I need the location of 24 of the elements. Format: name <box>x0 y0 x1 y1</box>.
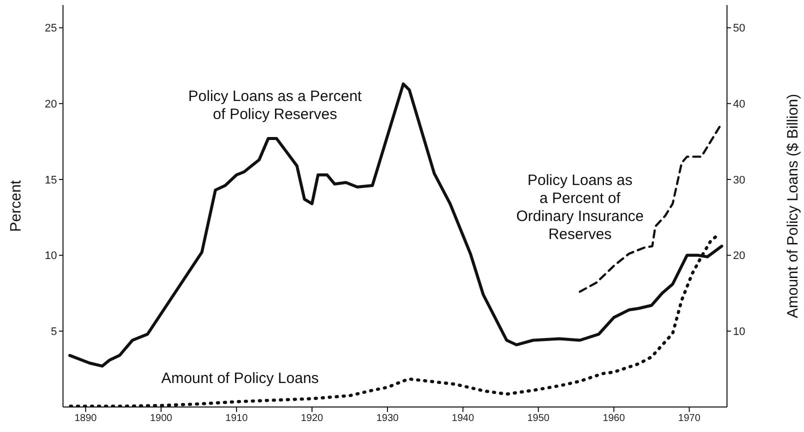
y2-tick-label: 50 <box>733 22 746 35</box>
y2-axis-title: Amount of Policy Loans ($ Billion) <box>784 94 802 318</box>
y2-tick-label: 20 <box>733 250 746 262</box>
y2-tick-label: 40 <box>733 98 746 111</box>
y-tick-label: 25 <box>44 22 57 35</box>
x-tick-label: 1920 <box>300 413 324 424</box>
y-tick-label: 5 <box>50 326 57 338</box>
x-tick-label: 1960 <box>602 413 626 424</box>
y-axis-title: Percent <box>7 179 24 232</box>
x-tick-label: 1890 <box>74 413 98 424</box>
y-tick-label: 10 <box>44 250 57 262</box>
x-tick-label: 1940 <box>452 413 474 424</box>
series-label: Amount of Policy Loans <box>160 370 320 388</box>
x-tick-label: 1970 <box>678 413 701 424</box>
y2-tick-label: 10 <box>733 326 746 338</box>
series-label: Policy Loans as a Percent of Ordinary Insurance Reserves <box>515 172 645 244</box>
x-tick-label: 1930 <box>376 413 400 424</box>
y-tick-label: 20 <box>44 98 57 111</box>
x-tick-label: 1950 <box>527 413 550 424</box>
series-label: Policy Loans as a Percent of Policy Reserves <box>187 88 363 124</box>
y-tick-label: 15 <box>44 174 57 186</box>
x-tick-label: 1910 <box>225 413 248 424</box>
y2-tick-label: 30 <box>733 174 746 186</box>
x-tick-label: 1900 <box>150 413 173 424</box>
